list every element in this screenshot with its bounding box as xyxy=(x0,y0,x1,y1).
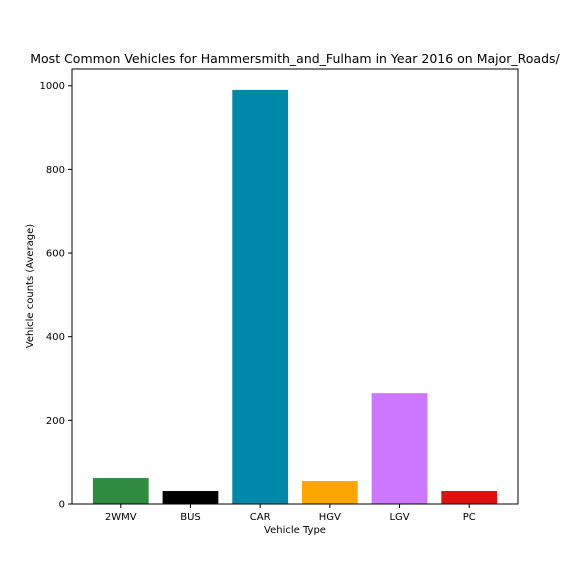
bar-pc xyxy=(441,491,498,504)
y-tick-label: 600 xyxy=(46,249,65,260)
bar-lgv xyxy=(371,393,428,504)
bar-2wmv xyxy=(92,478,149,504)
x-tick-label: LGV xyxy=(389,512,409,523)
x-axis-label: Vehicle Type xyxy=(264,525,326,536)
bar-car xyxy=(232,89,289,504)
x-axis-ticks: 2WMV BUS CAR HGV LGV PC xyxy=(105,504,476,523)
bar-hgv xyxy=(301,481,358,504)
chart-title: Most Common Vehicles for Hammersmith_and… xyxy=(30,51,560,66)
plot-frame xyxy=(71,68,519,505)
y-tick-label: 800 xyxy=(46,165,65,176)
y-tick-label: 200 xyxy=(46,416,65,427)
x-tick-label: HGV xyxy=(319,512,341,523)
y-axis-ticks: 0 200 400 600 800 1000 xyxy=(40,81,72,511)
y-tick-label: 400 xyxy=(46,332,65,343)
x-tick-label: BUS xyxy=(180,512,201,523)
y-axis-label: Vehicle counts (Average) xyxy=(25,224,36,349)
y-tick-label: 1000 xyxy=(40,81,65,92)
y-tick-label: 0 xyxy=(59,500,65,511)
x-tick-label: PC xyxy=(463,512,476,523)
x-tick-label: 2WMV xyxy=(105,512,137,523)
bars-group xyxy=(92,89,498,504)
x-tick-label: CAR xyxy=(250,512,271,523)
bar-bus xyxy=(162,491,219,504)
